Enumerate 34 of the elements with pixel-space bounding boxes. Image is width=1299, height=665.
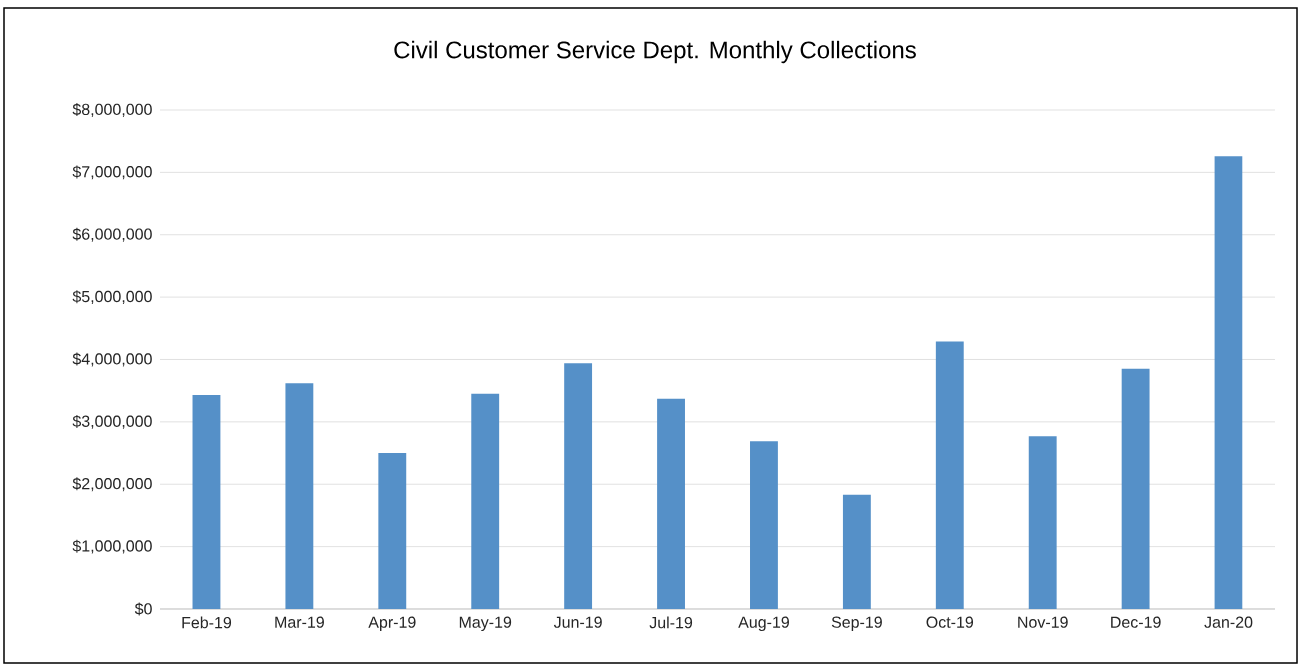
x-tick-label: May-19 xyxy=(459,616,512,632)
bar xyxy=(285,383,314,609)
bar xyxy=(750,441,778,609)
bar xyxy=(471,393,500,609)
x-tick-label: Apr-19 xyxy=(368,616,416,632)
y-tick-label: $2,000,000 xyxy=(72,477,152,492)
y-tick-label: $5,000,000 xyxy=(72,290,152,305)
y-tick-label: $6,000,000 xyxy=(72,227,152,242)
y-tick-label: $1,000,000 xyxy=(72,539,152,554)
x-tick-label: Oct-19 xyxy=(926,616,974,628)
y-tick-label: $7,000,000 xyxy=(72,165,152,180)
bar xyxy=(1028,436,1057,609)
y-tick-label: $8,000,000 xyxy=(72,103,152,117)
y-tick-label: $0 xyxy=(134,602,152,616)
x-tick-label: Aug-19 xyxy=(738,616,789,632)
bar xyxy=(192,395,221,609)
x-tick-label: Jun-19 xyxy=(553,616,602,628)
bar xyxy=(378,453,407,609)
bar xyxy=(1121,368,1150,609)
y-tick-label: $3,000,000 xyxy=(72,414,152,429)
bar xyxy=(842,494,871,609)
chart-title: Civil Customer Service Dept. Monthly Collections xyxy=(394,40,916,64)
y-tick-label: $4,000,000 xyxy=(72,352,152,367)
x-tick-label: Mar-19 xyxy=(275,616,324,628)
x-tick-label: Dec-19 xyxy=(1111,616,1161,628)
bar xyxy=(657,398,685,609)
x-tick-label: Jan-20 xyxy=(1204,616,1253,628)
bar xyxy=(564,363,593,609)
bar xyxy=(935,341,964,609)
x-tick-label: Jul-19 xyxy=(649,616,693,629)
x-tick-label: Feb-19 xyxy=(182,616,232,629)
x-tick-label: Sep-19 xyxy=(831,616,882,632)
bar xyxy=(1214,156,1243,609)
x-tick-label: Nov-19 xyxy=(1018,616,1068,628)
